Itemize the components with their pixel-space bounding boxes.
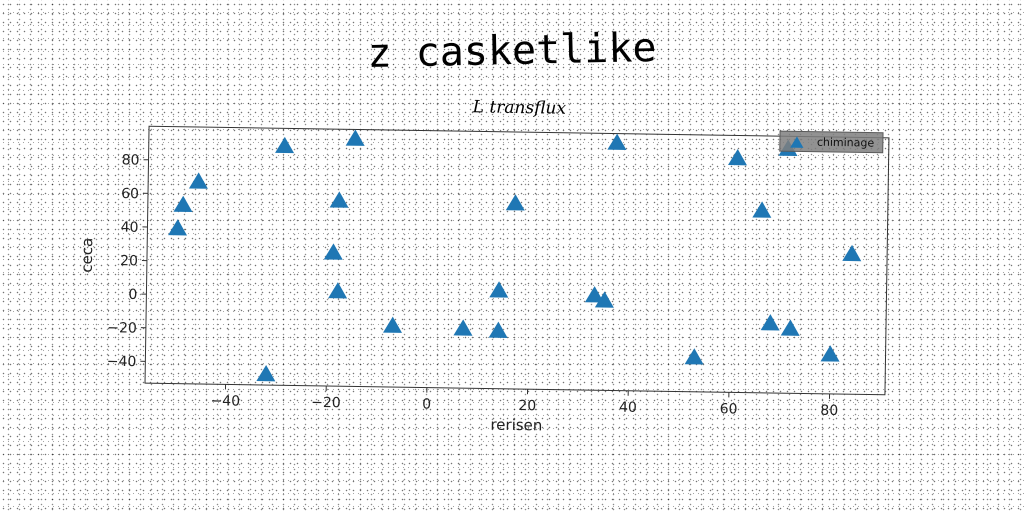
data-point-triangle bbox=[383, 316, 403, 333]
data-point-triangle bbox=[727, 148, 747, 166]
data-markers bbox=[168, 129, 862, 382]
x-tick-label: 0 bbox=[422, 397, 431, 413]
x-axis-label: rerisen bbox=[490, 416, 542, 435]
chart-subtitle: L transflux bbox=[472, 97, 567, 118]
data-point-triangle bbox=[584, 286, 604, 303]
y-tick-label: −40 bbox=[107, 354, 137, 370]
data-point-triangle bbox=[329, 191, 349, 208]
y-tick-label: −20 bbox=[107, 320, 137, 336]
x-axis: −40 −20 0 20 40 60 80 bbox=[210, 384, 838, 419]
data-point-triangle bbox=[684, 348, 704, 365]
x-tick-label: 40 bbox=[619, 400, 637, 416]
legend: chiminage bbox=[779, 130, 884, 154]
x-tick-label: 80 bbox=[820, 403, 838, 419]
data-point-triangle bbox=[323, 243, 343, 260]
y-tick-label: 20 bbox=[120, 253, 138, 269]
y-axis: −40 −20 0 20 40 60 80 bbox=[107, 152, 149, 370]
data-point-triangle bbox=[489, 281, 509, 298]
data-point-triangle bbox=[173, 195, 193, 213]
x-tick-label: −20 bbox=[311, 395, 341, 411]
data-point-triangle bbox=[345, 129, 365, 146]
legend-marker-triangle bbox=[790, 136, 804, 148]
data-point-triangle bbox=[760, 314, 780, 331]
plot-area-frame bbox=[144, 125, 890, 396]
y-tick-label: 0 bbox=[128, 287, 137, 303]
data-point-triangle bbox=[607, 133, 627, 150]
data-point-triangle bbox=[594, 291, 614, 308]
y-tick-label: 80 bbox=[122, 152, 140, 168]
legend-box bbox=[779, 130, 884, 154]
data-point-triangle bbox=[488, 321, 508, 338]
legend-label: chiminage bbox=[817, 136, 875, 150]
y-tick-label: 40 bbox=[121, 220, 139, 236]
data-point-triangle bbox=[188, 172, 208, 189]
data-point-triangle bbox=[453, 319, 473, 336]
data-point-triangle bbox=[780, 319, 800, 336]
data-point-triangle bbox=[820, 345, 840, 362]
data-point-triangle bbox=[328, 282, 348, 299]
data-point-triangle bbox=[256, 364, 276, 382]
y-axis-label: ceca bbox=[78, 238, 97, 273]
data-point-triangle bbox=[275, 136, 295, 154]
data-point-triangle bbox=[752, 201, 772, 218]
y-tick-label: 60 bbox=[121, 186, 139, 202]
data-point-triangle bbox=[842, 244, 862, 262]
x-tick-label: 60 bbox=[720, 401, 738, 417]
data-point-triangle bbox=[505, 194, 525, 211]
data-point-triangle bbox=[168, 219, 188, 236]
x-tick-label: 20 bbox=[518, 398, 536, 414]
x-tick-label: −40 bbox=[210, 393, 240, 409]
